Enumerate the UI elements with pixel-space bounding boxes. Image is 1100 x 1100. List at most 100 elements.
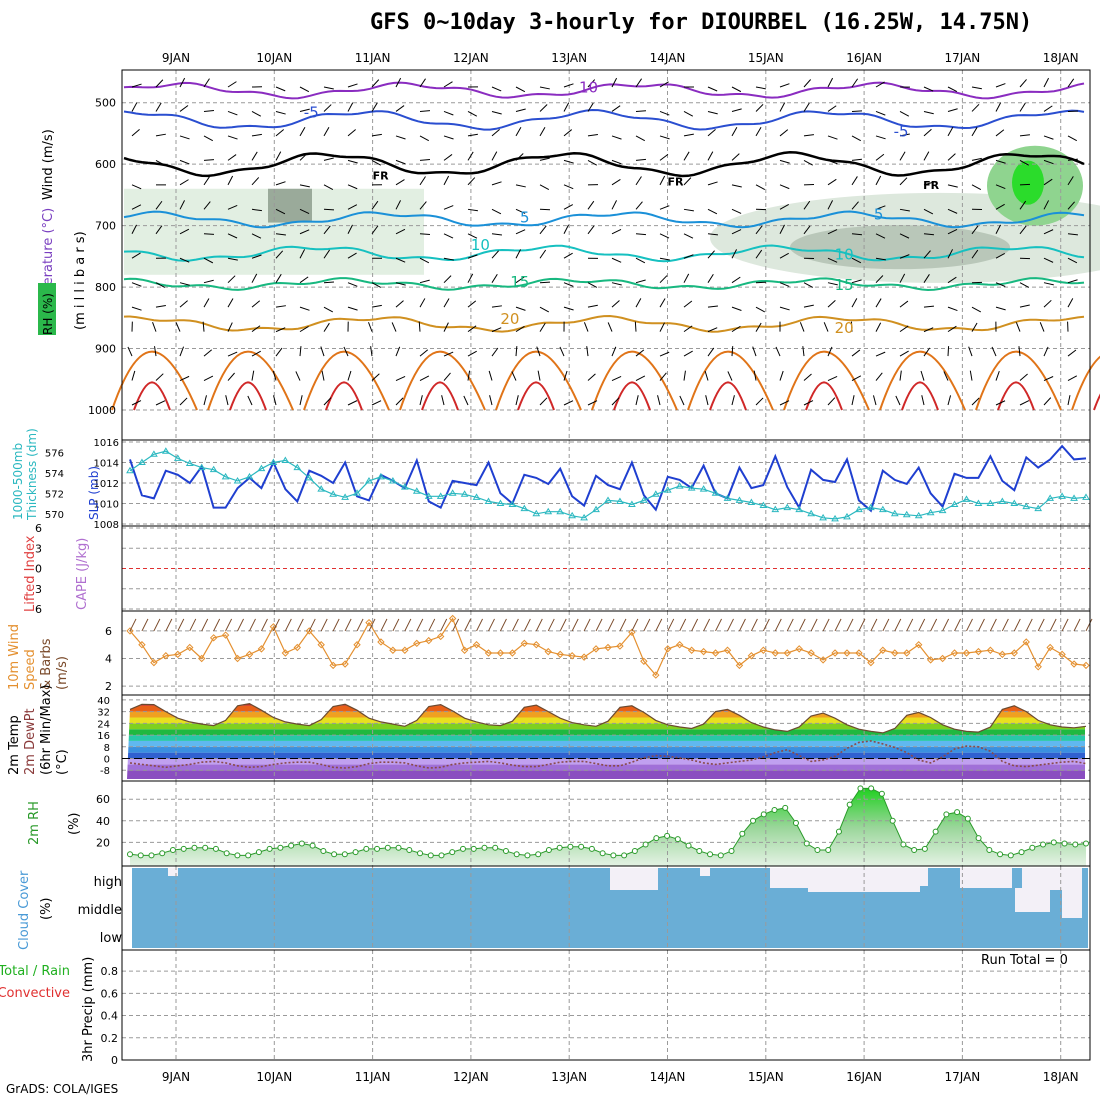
- wind-barb: [539, 249, 547, 259]
- wind-barb: [371, 200, 379, 210]
- wind-barb: [659, 135, 670, 140]
- wind-barb: [995, 102, 1002, 112]
- wind-barb: [227, 204, 238, 210]
- warm-contour: [687, 350, 774, 411]
- wind-barb: [515, 126, 522, 137]
- wind-barb: [827, 346, 833, 357]
- wind-barb: [683, 254, 694, 259]
- wind-barb: [203, 201, 211, 210]
- wind-barb: [275, 151, 282, 161]
- thickness-marker: [496, 499, 505, 506]
- wind-barb: [491, 233, 502, 236]
- wind-speed-marker: [723, 646, 732, 654]
- wind-barb: [467, 370, 471, 381]
- wind-speed-marker: [628, 628, 636, 637]
- wind-speed-marker: [317, 641, 325, 649]
- wind-barb: [803, 200, 811, 210]
- wind-barb: [851, 257, 862, 264]
- wind-barb: [251, 233, 262, 239]
- date-label-bottom: 14JAN: [650, 1070, 686, 1084]
- wind-speed-marker: [771, 649, 780, 657]
- warm-contour: [783, 350, 870, 411]
- rh-marker: [868, 785, 875, 792]
- wind-barb: [370, 346, 373, 357]
- wind-speed-marker: [867, 658, 875, 667]
- thickness-marker: [878, 505, 887, 513]
- wind-barb: [1067, 395, 1071, 406]
- wind-barb: [635, 201, 643, 210]
- wind-barb-10m: [989, 618, 997, 632]
- wind-barb-10m: [356, 618, 364, 632]
- wind-barb: [251, 370, 255, 381]
- wind-barb: [347, 159, 358, 164]
- wind-barb: [299, 153, 308, 161]
- wind-barb: [419, 176, 426, 186]
- wind-barb: [683, 300, 693, 308]
- wind-barb: [827, 300, 836, 308]
- wind-barb: [227, 372, 235, 381]
- wind-barb: [851, 135, 862, 142]
- thickness-marker: [353, 489, 361, 496]
- date-label-bottom: 12JAN: [453, 1070, 489, 1084]
- isotherm-label: FR: [668, 176, 685, 189]
- wind-barb-10m: [834, 618, 842, 632]
- thickness-marker: [711, 489, 720, 496]
- rh-marker: [835, 828, 842, 835]
- rh-marker: [707, 851, 714, 858]
- wind-barb: [683, 325, 693, 333]
- wind-barb: [203, 159, 215, 161]
- wind-barb: [323, 157, 334, 161]
- wind-barb: [971, 86, 982, 90]
- wind-barb-10m: [153, 618, 161, 632]
- wind-barb: [731, 249, 738, 259]
- thickness-marker: [138, 458, 146, 465]
- wind-speed-marker: [616, 642, 624, 650]
- wind-barb: [704, 370, 709, 381]
- wind-barb: [875, 135, 886, 140]
- thickness-marker: [520, 504, 529, 512]
- thickness-marker: [126, 466, 134, 474]
- wind-barb-10m: [691, 618, 699, 632]
- wind-barb: [275, 181, 286, 186]
- wind-barb: [155, 400, 166, 406]
- thickness-marker: [986, 499, 995, 506]
- wind-barb-10m: [774, 618, 782, 632]
- wind-barb-10m: [727, 618, 734, 632]
- wind-barb: [179, 300, 188, 308]
- thickness-marker: [663, 486, 672, 493]
- wind-speed-marker: [221, 631, 230, 639]
- wind-barb: [1019, 183, 1031, 186]
- wind-barb: [803, 373, 812, 381]
- wind-barb: [707, 151, 714, 161]
- wind-barb: [923, 181, 934, 186]
- cape-ylabel: CAPE (J/kg): [75, 538, 90, 610]
- wind-barb: [515, 208, 526, 214]
- wind-barb: [705, 395, 709, 406]
- wind-barb: [395, 228, 406, 235]
- wind-barb: [971, 127, 978, 137]
- wind-speed-marker: [1070, 660, 1078, 668]
- wind-speed-marker: [401, 646, 409, 654]
- wind-barb: [971, 103, 980, 112]
- wind-barb: [515, 249, 522, 259]
- wind-speed-marker: [974, 647, 983, 656]
- wind10m-axis-label: 10m Wind: [7, 624, 22, 690]
- wind-barb: [419, 349, 429, 357]
- wind-barb: [203, 298, 210, 308]
- wind-barb: [419, 201, 427, 210]
- wind-barb: [131, 252, 141, 259]
- wind-barb: [683, 151, 690, 161]
- wind-barb: [899, 300, 909, 308]
- wind-barb: [467, 300, 477, 308]
- wind-barb: [467, 111, 478, 117]
- isotherm-line: [123, 81, 1085, 100]
- wind-barb: [707, 273, 714, 283]
- rh-marker: [277, 844, 284, 851]
- label-layer: 9JAN 9JAN 10JAN 10JAN 11JAN 11JAN 12JAN 12JAN 13…: [0, 51, 1079, 1084]
- wind-speed-marker: [138, 641, 146, 649]
- temp-axis-label: (°C): [55, 749, 70, 775]
- temp-axis-label: (6hr Min/Max): [39, 685, 54, 775]
- wind-barb: [659, 233, 670, 239]
- wind-barb: [1043, 229, 1054, 235]
- wind-barb-10m: [942, 618, 950, 632]
